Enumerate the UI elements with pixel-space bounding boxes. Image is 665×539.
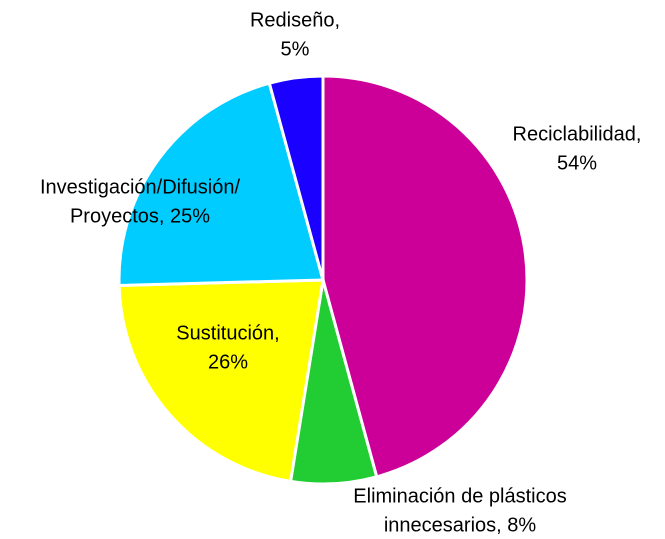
slice-label: 54% (557, 152, 597, 174)
pie-slice (117, 278, 325, 484)
slice-label: 26% (208, 351, 248, 373)
slice-label: Proyectos, 25% (70, 205, 210, 227)
pie-slice (267, 74, 325, 281)
slice-label: innecesarios, 8% (384, 514, 537, 536)
slice-label: Reciclabilidad, (513, 123, 642, 145)
slice-label: Eliminación de plásticos (353, 485, 566, 507)
slice-label: Rediseño, (250, 9, 340, 31)
pie-slice (321, 74, 529, 479)
slice-label: Investigación/Difusión/ (40, 176, 241, 198)
slice-label: Sustitución, (176, 322, 279, 344)
pie-slice (117, 81, 325, 287)
slice-label: 5% (281, 38, 310, 60)
